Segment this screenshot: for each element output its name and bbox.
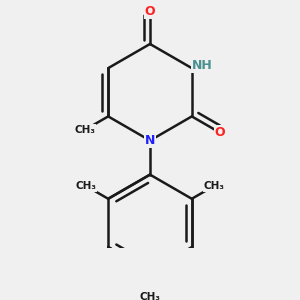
Text: NH: NH (192, 59, 213, 72)
Text: N: N (145, 134, 155, 147)
Text: CH₃: CH₃ (140, 292, 160, 300)
Text: CH₃: CH₃ (74, 125, 95, 135)
Text: O: O (145, 5, 155, 18)
Text: CH₃: CH₃ (76, 181, 97, 191)
Text: O: O (215, 126, 225, 139)
Text: CH₃: CH₃ (203, 181, 224, 191)
